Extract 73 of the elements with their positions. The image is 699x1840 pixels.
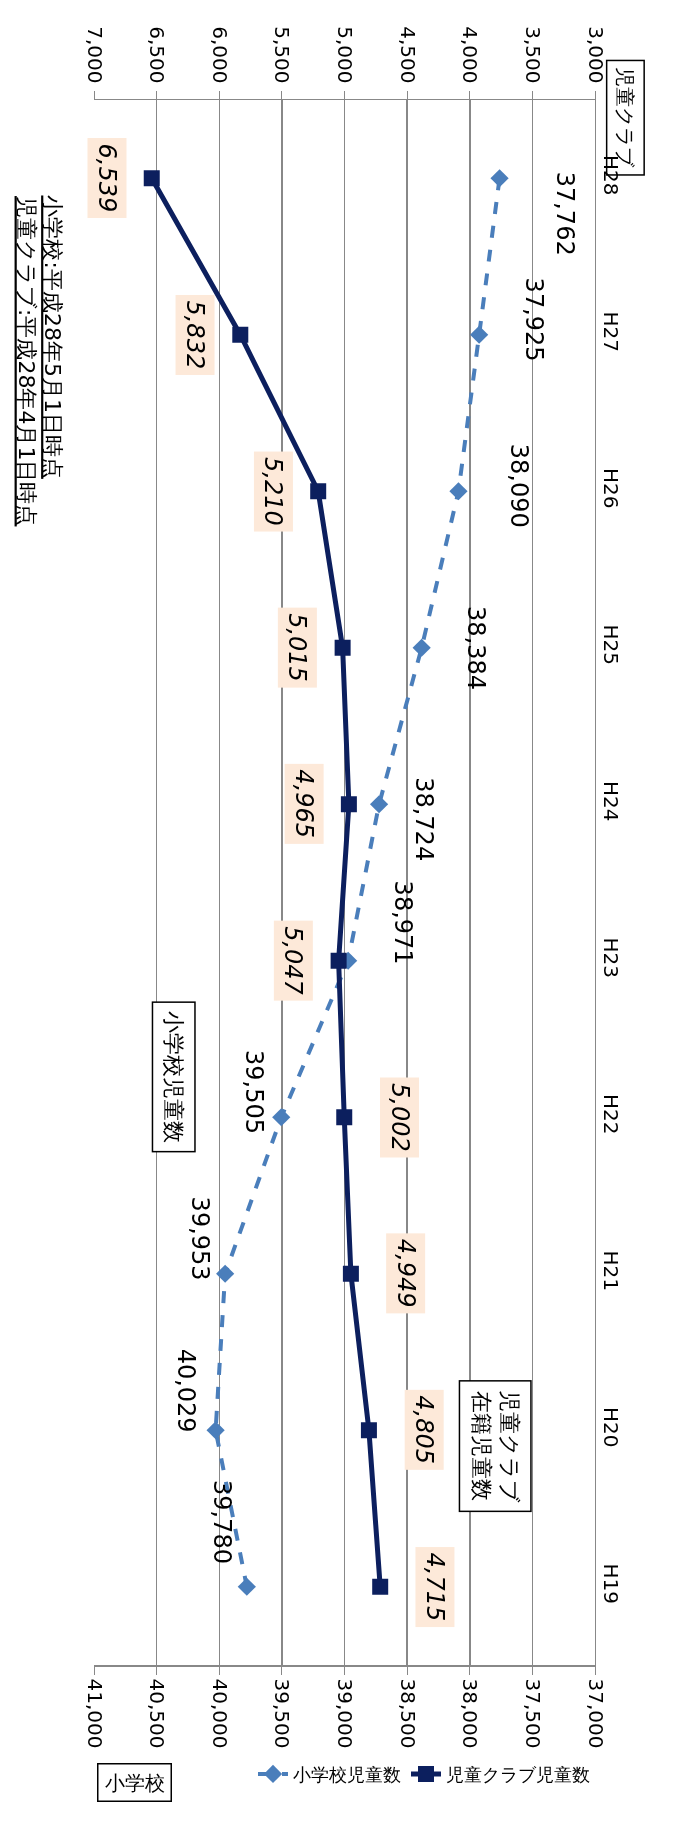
data-label: 37,925 — [519, 277, 548, 362]
point — [232, 326, 249, 343]
text: 児童クラブ:平成28年4月1日時点 — [13, 196, 39, 527]
annotation: 小学校児童数 — [161, 1010, 187, 1143]
point — [330, 952, 347, 969]
data-label: 4,949 — [391, 1238, 420, 1308]
legend-label: 児童クラブ児童数 — [446, 1763, 590, 1785]
point — [449, 482, 468, 501]
y-tick-label: H27 — [599, 311, 623, 352]
data-label: 5,832 — [181, 300, 210, 370]
y-tick-label: H21 — [599, 1250, 623, 1291]
y-tick-label: H19 — [599, 1563, 623, 1604]
point — [206, 1421, 225, 1440]
x-axis-title: 小学校 — [104, 1770, 165, 1795]
point — [143, 170, 160, 187]
data-label: 4,715 — [420, 1552, 449, 1622]
data-label: 39,953 — [185, 1196, 214, 1281]
text: 小学校:平成28年5月1日時点 — [40, 195, 66, 479]
point — [412, 638, 431, 657]
x-tick-label: 39,500 — [270, 1678, 295, 1749]
data-label: 38,724 — [410, 777, 439, 862]
data-label: 5,002 — [385, 1083, 414, 1152]
data-label: 5,047 — [279, 926, 308, 996]
data-label: 38,384 — [462, 606, 491, 691]
point — [490, 169, 509, 188]
data-label: 39,505 — [239, 1050, 268, 1134]
x2-tick-label: 5,500 — [270, 26, 295, 84]
x2-tick-label: 3,500 — [520, 26, 545, 84]
data-label: 39,780 — [207, 1479, 236, 1564]
legend-label: 小学校児童数 — [293, 1763, 401, 1785]
y-tick-label: H25 — [599, 624, 623, 665]
data-label: 37,762 — [550, 171, 579, 256]
x2-tick-label: 4,000 — [458, 26, 483, 84]
x2-tick-label: 3,000 — [583, 26, 608, 84]
x2-tick-label: 5,000 — [333, 26, 357, 84]
point — [310, 483, 327, 500]
x2-tick-label: 6,500 — [145, 26, 170, 84]
point — [470, 325, 489, 344]
point — [360, 1422, 377, 1439]
x2-tick-label: 6,000 — [207, 26, 232, 84]
x-tick-label: 37,000 — [583, 1678, 608, 1749]
point — [336, 1109, 353, 1126]
y-tick-label: H20 — [599, 1407, 623, 1448]
y-tick-label: H22 — [599, 1094, 623, 1135]
annotation: 児童クラブ在籍児童数 — [468, 1389, 523, 1503]
y-tick-label: H26 — [599, 468, 623, 509]
data-label: 5,015 — [283, 613, 312, 682]
x-tick-label: 39,000 — [333, 1678, 357, 1749]
x-tick-label: 38,000 — [458, 1678, 483, 1749]
x-tick-label: 40,500 — [145, 1678, 170, 1749]
data-label: 4,805 — [410, 1395, 439, 1465]
data-label: 5,210 — [259, 457, 288, 526]
point — [340, 796, 357, 813]
point — [216, 1264, 235, 1283]
x-tick-label: 40,000 — [207, 1678, 232, 1749]
data-label: 38,090 — [504, 443, 533, 528]
data-label: 6,539 — [92, 143, 121, 213]
point — [272, 1108, 291, 1127]
y-tick-label: H24 — [599, 781, 623, 822]
data-label: 4,965 — [290, 769, 319, 839]
point — [342, 1265, 359, 1282]
x-tick-label: 37,500 — [520, 1678, 545, 1749]
point — [372, 1578, 389, 1595]
x2-tick-label: 7,000 — [82, 26, 107, 84]
data-label: 38,971 — [388, 880, 417, 965]
point — [334, 639, 351, 656]
x2-tick-label: 4,500 — [395, 26, 420, 84]
x-tick-label: 41,000 — [82, 1678, 107, 1749]
y-tick-label: H23 — [599, 937, 623, 978]
x-tick-label: 38,500 — [395, 1678, 420, 1749]
point — [369, 795, 389, 814]
point — [237, 1577, 256, 1596]
data-label: 40,029 — [171, 1348, 200, 1433]
